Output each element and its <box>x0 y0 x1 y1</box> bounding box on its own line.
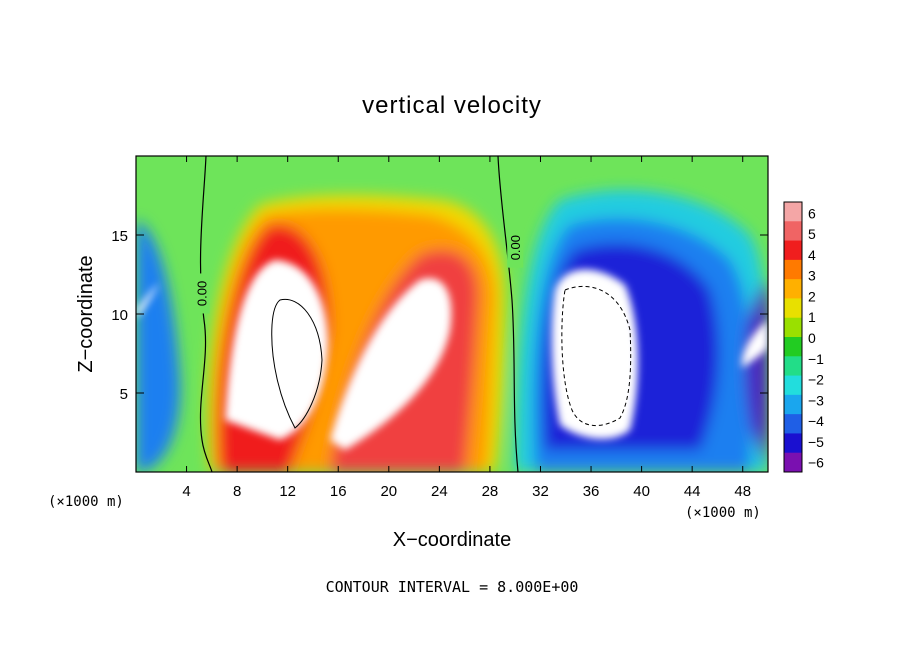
colorbar-label: 1 <box>808 309 816 325</box>
contour-label: 0.00 <box>508 235 523 260</box>
core-positive-right <box>330 278 452 450</box>
x-tick-label: 44 <box>684 483 701 500</box>
colorbar-swatch <box>784 259 802 280</box>
x-tick-label: 32 <box>532 483 549 500</box>
colorbar-swatch <box>784 414 802 434</box>
chart-title: vertical velocity <box>362 92 542 119</box>
colorbar-label: −1 <box>808 351 824 367</box>
x-tick-label: 40 <box>633 483 650 500</box>
colorbar-swatch <box>784 433 802 454</box>
colorbar-swatch <box>784 375 802 396</box>
y-unit-label: (×1000 m) <box>48 494 124 510</box>
contour-label-gap <box>507 227 524 268</box>
field-left-edge-negative <box>136 220 181 472</box>
y-tick-label: 10 <box>111 307 128 324</box>
y-tick-label: 15 <box>111 228 128 245</box>
x-tick-label: 28 <box>482 483 499 500</box>
x-axis-label: X−coordinate <box>393 529 511 551</box>
x-tick-label: 48 <box>734 483 751 500</box>
heatmap-field <box>136 156 768 472</box>
colorbar-swatch <box>784 317 802 338</box>
y-tick-label: 5 <box>120 386 128 403</box>
zero-contour-right <box>497 156 519 472</box>
contour-positive-left <box>271 298 323 429</box>
x-tick-label: 24 <box>431 483 448 500</box>
core-right-edge <box>741 320 768 368</box>
contour-label: 0.00 <box>195 281 210 306</box>
colorbar-swatch <box>784 452 802 473</box>
colorbar: 6 5 4 3 2 1 0 −1 −2 −3 −4 −5 −6 <box>783 201 824 473</box>
colorbar-label: −6 <box>808 455 824 471</box>
core-positive-left <box>225 260 328 440</box>
colorbar-label: 2 <box>808 288 816 304</box>
x-tick-label: 4 <box>182 483 190 500</box>
colorbar-label: −4 <box>808 413 824 429</box>
x-unit-label: (×1000 m) <box>685 505 761 521</box>
y-axis-label: Z−coordinate <box>75 255 97 372</box>
contour-negative <box>561 285 632 426</box>
colorbar-swatch <box>784 356 802 377</box>
colorbar-label: −2 <box>808 372 824 388</box>
colorbar-swatch <box>784 221 802 242</box>
x-axis: 4 8 12 16 20 24 28 32 36 40 44 48 <box>182 156 751 500</box>
colorbar-swatch <box>784 279 802 299</box>
colorbar-label: 6 <box>808 205 816 221</box>
colorbar-label: 5 <box>808 226 816 242</box>
x-tick-label: 16 <box>330 483 347 500</box>
colorbar-label: 3 <box>808 268 816 284</box>
colorbar-swatch <box>784 298 802 319</box>
colorbar-label: −5 <box>808 434 824 450</box>
core-negative <box>551 269 638 440</box>
colorbar-label: −3 <box>808 392 824 408</box>
colorbar-swatch <box>784 337 802 357</box>
contour-label-gap <box>193 273 210 314</box>
x-tick-label: 36 <box>583 483 600 500</box>
colorbar-frame <box>783 201 803 473</box>
y-axis: 5 10 15 <box>111 228 768 403</box>
x-tick-label: 12 <box>279 483 296 500</box>
colorbar-swatch <box>784 240 802 261</box>
colorbar-label: 4 <box>808 247 816 263</box>
core-left-edge <box>136 284 159 318</box>
zero-contour-left <box>199 156 213 472</box>
contour-labels: 0.00 0.00 <box>193 227 524 314</box>
colorbar-swatch <box>784 202 802 222</box>
contour-interval: CONTOUR INTERVAL = 8.000E+00 <box>326 578 579 596</box>
x-tick-label: 20 <box>380 483 397 500</box>
colorbar-label: 0 <box>808 330 816 346</box>
colorbar-swatch <box>784 394 802 415</box>
x-tick-label: 8 <box>233 483 241 500</box>
